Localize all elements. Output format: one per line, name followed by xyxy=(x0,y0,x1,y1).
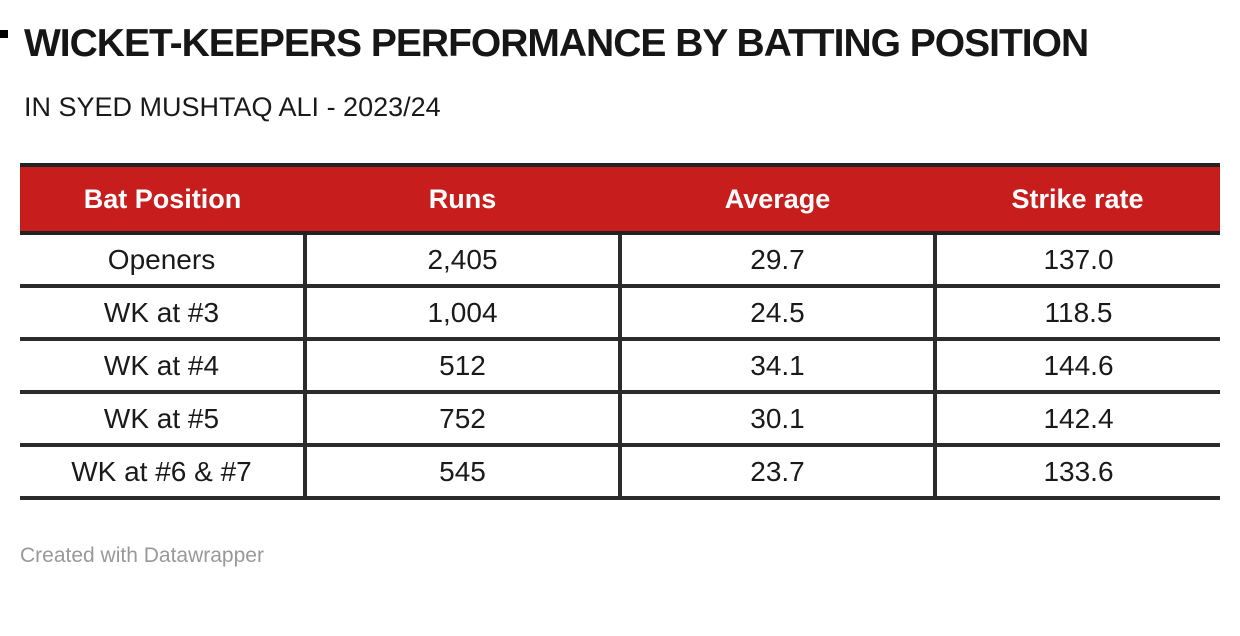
cell-bat-position: WK at #5 xyxy=(20,392,305,447)
cell-bat-position: WK at #6 & #7 xyxy=(20,445,305,500)
cell-average: 34.1 xyxy=(618,339,935,394)
cell-strike-rate: 142.4 xyxy=(933,392,1220,447)
cell-runs: 2,405 xyxy=(303,233,620,288)
cell-average: 29.7 xyxy=(618,233,935,288)
table-header-row: Bat Position Runs Average Strike rate xyxy=(20,165,1220,235)
column-header-bat-position: Bat Position xyxy=(20,165,305,235)
cell-strike-rate: 144.6 xyxy=(933,339,1220,394)
cell-strike-rate: 118.5 xyxy=(933,286,1220,341)
cell-bat-position: Openers xyxy=(20,233,305,288)
cell-runs: 752 xyxy=(303,392,620,447)
cell-bat-position: WK at #4 xyxy=(20,339,305,394)
cell-runs: 1,004 xyxy=(303,286,620,341)
chart-page: WICKET-KEEPERS PERFORMANCE BY BATTING PO… xyxy=(0,22,1240,568)
table-row: WK at #6 & #7 545 23.7 133.6 xyxy=(20,445,1220,500)
table-row: WK at #4 512 34.1 144.6 xyxy=(20,339,1220,394)
column-header-average: Average xyxy=(620,165,935,235)
cell-strike-rate: 137.0 xyxy=(933,233,1220,288)
table-row: Openers 2,405 29.7 137.0 xyxy=(20,233,1220,288)
table-row: WK at #5 752 30.1 142.4 xyxy=(20,392,1220,447)
cell-average: 23.7 xyxy=(618,445,935,500)
data-table: Bat Position Runs Average Strike rate Op… xyxy=(20,163,1220,500)
cell-runs: 512 xyxy=(303,339,620,394)
chart-subtitle: IN SYED MUSHTAQ ALI - 2023/24 xyxy=(24,92,441,122)
cell-runs: 545 xyxy=(303,445,620,500)
column-header-runs: Runs xyxy=(305,165,620,235)
cell-strike-rate: 133.6 xyxy=(933,445,1220,500)
cell-average: 30.1 xyxy=(618,392,935,447)
cell-bat-position: WK at #3 xyxy=(20,286,305,341)
corner-artifact xyxy=(0,30,8,38)
credit-text: Created with Datawrapper xyxy=(20,544,264,567)
column-header-strike-rate: Strike rate xyxy=(935,165,1220,235)
chart-title: WICKET-KEEPERS PERFORMANCE BY BATTING PO… xyxy=(24,22,1089,65)
table-row: WK at #3 1,004 24.5 118.5 xyxy=(20,286,1220,341)
cell-average: 24.5 xyxy=(618,286,935,341)
